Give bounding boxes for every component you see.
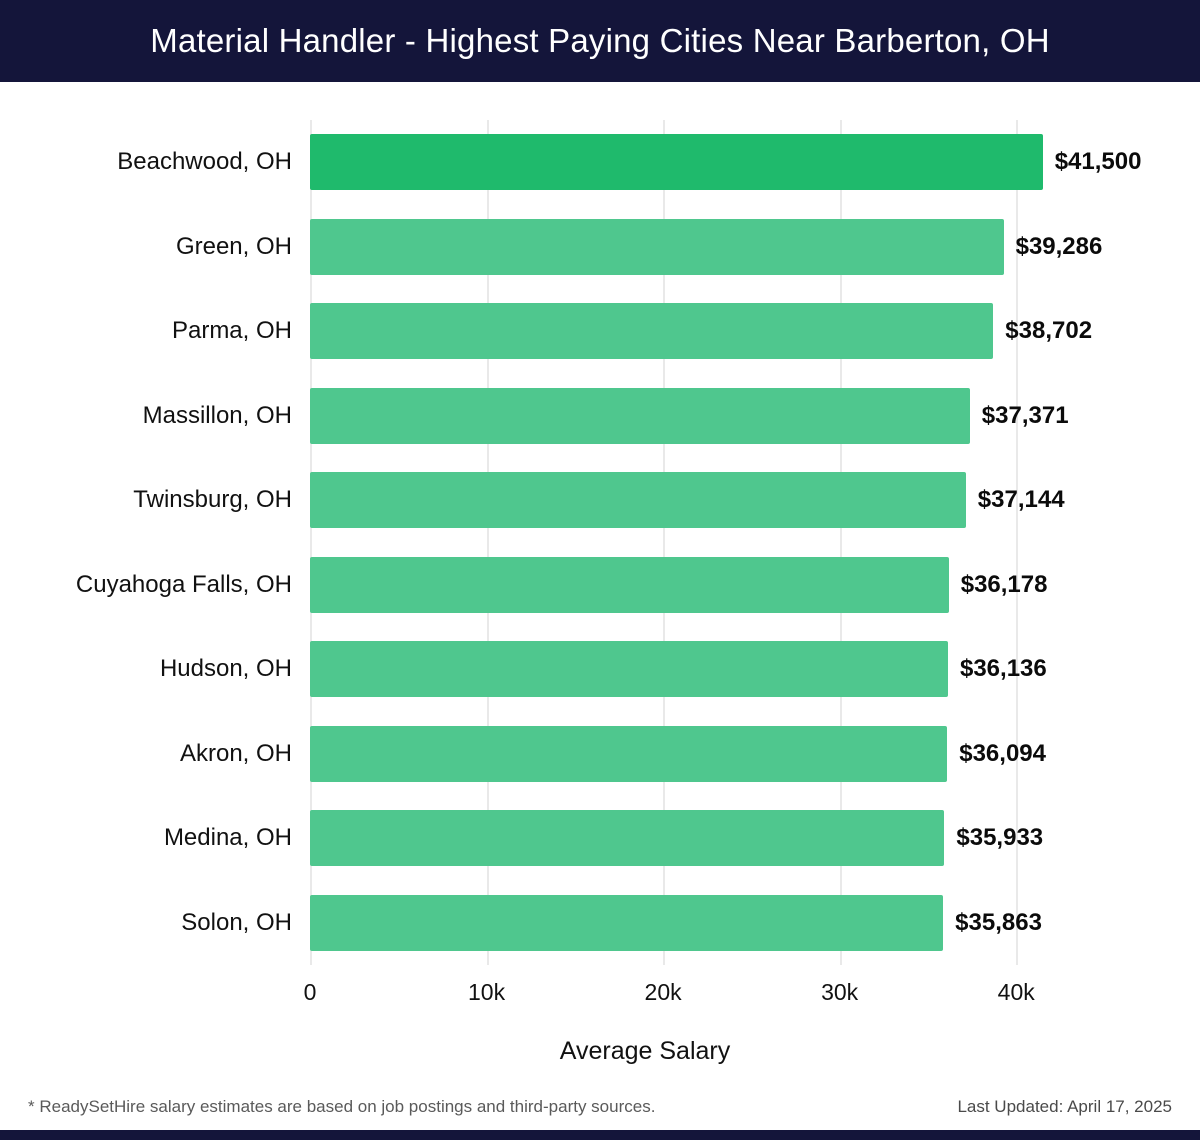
value-label: $36,094: [959, 739, 1046, 767]
source-footnote: * ReadySetHire salary estimates are base…: [28, 1097, 656, 1116]
chart-title: Material Handler - Highest Paying Cities…: [150, 22, 1050, 59]
x-axis: 0 10k 20k 30k 40k: [0, 971, 1200, 1013]
salary-bar: [310, 894, 944, 951]
value-label: $41,500: [1054, 148, 1142, 176]
gridline: [486, 120, 489, 965]
x-axis-label-row: Average Salary: [0, 1037, 1200, 1066]
bar-track: $37,371: [310, 387, 1200, 444]
value-label: $36,178: [960, 570, 1048, 598]
category-label: Parma, OH: [171, 317, 292, 345]
bar-row: Solon, OH $35,863: [0, 881, 1200, 966]
gridline: [310, 120, 312, 965]
x-tick-label: 0: [303, 979, 317, 1005]
category-label: Green, OH: [175, 232, 292, 260]
bar-row: Akron, OH $36,094: [0, 712, 1200, 797]
bar-row: Hudson, OH $36,136: [0, 627, 1200, 712]
bar-track: $35,933: [310, 810, 1200, 867]
bar-track: $36,178: [310, 556, 1200, 613]
bar-chart: Beachwood, OH $41,500 Green, OH $39,286 Parm…: [0, 82, 1200, 1066]
value-label: $39,286: [1015, 232, 1103, 260]
category-label: Akron, OH: [179, 739, 292, 767]
salary-bar: [310, 387, 970, 444]
x-tick-label: 10k: [468, 979, 506, 1005]
salary-bar: [310, 218, 1004, 275]
bar-row: Medina, OH $35,933: [0, 796, 1200, 881]
category-label: Massillon, OH: [142, 401, 292, 429]
salary-bar: [310, 810, 945, 867]
value-label: $35,863: [955, 908, 1042, 936]
salary-bar: [310, 725, 948, 782]
chart-header: Material Handler - Highest Paying Cities…: [0, 0, 1200, 82]
value-label: $37,144: [977, 486, 1065, 514]
gridline: [663, 120, 666, 965]
bar-row: Parma, OH $38,702: [0, 289, 1200, 374]
category-label: Twinsburg, OH: [133, 486, 292, 514]
x-tick-label: 30k: [821, 979, 859, 1005]
x-axis-label: Average Salary: [559, 1037, 731, 1065]
category-label: Beachwood, OH: [117, 148, 292, 176]
category-label: Hudson, OH: [159, 655, 292, 683]
salary-bar: [310, 303, 994, 360]
salary-bar: [310, 134, 1043, 191]
bar-rows: Beachwood, OH $41,500 Green, OH $39,286 Parm…: [0, 120, 1200, 965]
gridline: [1016, 120, 1019, 965]
category-label: Solon, OH: [181, 908, 292, 936]
bar-row: Cuyahoga Falls, OH $36,178: [0, 543, 1200, 628]
gridlines: [0, 120, 1200, 965]
value-label: $37,371: [981, 401, 1069, 429]
last-updated: Last Updated: April 17, 2025: [957, 1097, 1172, 1116]
x-tick-label: 20k: [644, 979, 682, 1005]
bar-track: $37,144: [310, 472, 1200, 529]
bottom-accent-strip: [0, 1130, 1200, 1140]
plot-area: Beachwood, OH $41,500 Green, OH $39,286 Parm…: [0, 120, 1200, 965]
category-label: Cuyahoga Falls, OH: [75, 570, 292, 598]
bar-track: $36,094: [310, 725, 1200, 782]
value-label: $38,702: [1005, 317, 1093, 345]
bar-track: $38,702: [310, 303, 1200, 360]
bar-track: $36,136: [310, 641, 1200, 698]
bar-track: $39,286: [310, 218, 1200, 275]
salary-bar: [310, 472, 966, 529]
bar-row: Green, OH $39,286: [0, 205, 1200, 290]
salary-bar: [310, 556, 949, 613]
value-label: $35,933: [956, 824, 1044, 852]
bar-track: $35,863: [310, 894, 1200, 951]
salary-bar: [310, 641, 948, 698]
x-tick-label: 40k: [997, 979, 1035, 1005]
category-label: Medina, OH: [163, 824, 292, 852]
bar-row: Massillon, OH $37,371: [0, 374, 1200, 459]
footer: * ReadySetHire salary estimates are base…: [0, 1084, 1200, 1130]
bar-row: Beachwood, OH $41,500: [0, 120, 1200, 205]
bar-row: Twinsburg, OH $37,144: [0, 458, 1200, 543]
bar-track: $41,500: [310, 134, 1200, 191]
value-label: $36,136: [959, 655, 1047, 683]
gridline: [839, 120, 842, 965]
